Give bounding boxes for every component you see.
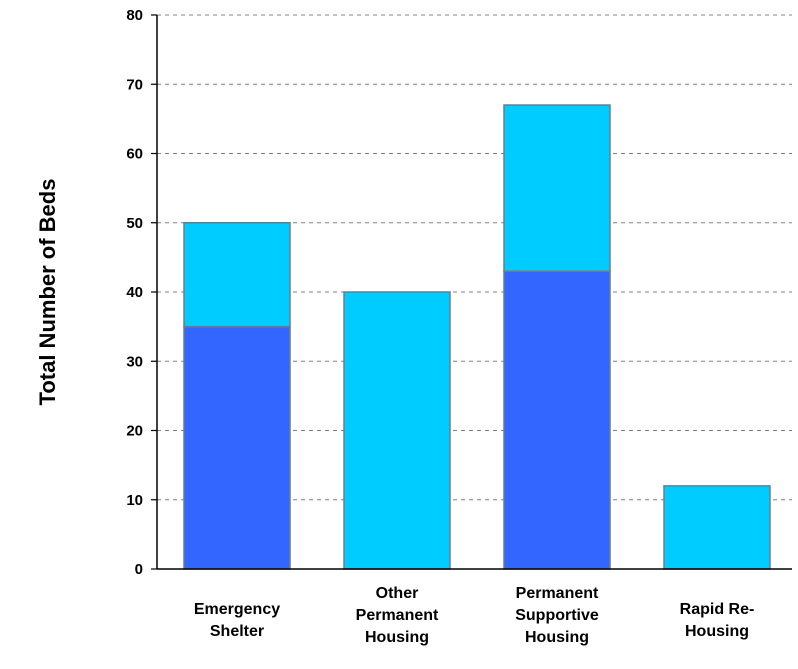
x-category-label-line: Housing (365, 629, 429, 646)
x-category-label-line: Housing (685, 623, 749, 640)
y-tick-label: 40 (126, 284, 143, 301)
bar-segment-series-1-cat-1 (183, 325, 291, 570)
bar-segment-series-2-cat-1 (183, 222, 291, 328)
bar-segment-series-2-cat-2 (343, 291, 451, 570)
y-tick-label: 10 (126, 492, 143, 509)
x-category-label-line: Rapid Re- (680, 601, 755, 618)
y-tick-label: 70 (126, 76, 143, 93)
x-category-label-line: Supportive (515, 607, 599, 624)
bar-segment-series-2-cat-4 (663, 485, 771, 570)
x-category-label-line: Housing (525, 629, 589, 646)
bars (183, 104, 771, 570)
x-category-label-line: Other (376, 585, 419, 602)
x-category-label-line: Shelter (210, 623, 264, 640)
x-category-label: Rapid Re- Housing (680, 601, 755, 640)
bar-segment-series-1-cat-3 (503, 270, 611, 570)
x-category-label: Emergency Shelter (194, 601, 280, 640)
y-tick-label: 60 (126, 146, 143, 163)
x-category-label: Other Permanent Housing (356, 585, 439, 646)
y-tick-label: 80 (126, 7, 143, 24)
axes (151, 14, 792, 570)
y-tick-label: 50 (126, 215, 143, 232)
x-category-label-line: Permanent (516, 585, 599, 602)
bar-segment-series-2-cat-3 (503, 104, 611, 272)
y-axis-title: Total Number of Beds (35, 179, 60, 406)
x-category-label-line: Permanent (356, 607, 439, 624)
y-tick-label: 0 (135, 561, 143, 578)
y-tick-label: 20 (126, 423, 143, 440)
x-category-label-line: Emergency (194, 601, 280, 618)
x-category-label: Permanent Supportive Housing (515, 585, 599, 646)
y-tick-labels: 0 10 20 30 40 50 60 70 80 (126, 7, 143, 578)
y-tick-label: 30 (126, 353, 143, 370)
